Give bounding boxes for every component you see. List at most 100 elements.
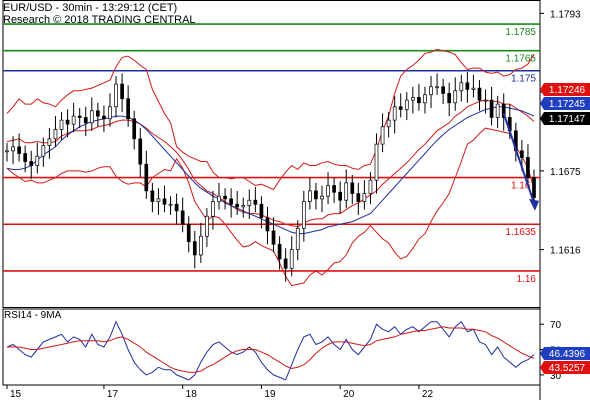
candle-body bbox=[308, 190, 312, 202]
candle-body bbox=[277, 243, 282, 260]
candle-body bbox=[477, 87, 482, 101]
rsi-badge-label: 46.4396 bbox=[549, 349, 586, 360]
candle-body bbox=[356, 193, 361, 202]
time-tick-label: 18 bbox=[186, 389, 198, 400]
rsi-badge bbox=[544, 347, 590, 360]
candle-body bbox=[429, 86, 433, 96]
candle-body bbox=[411, 97, 415, 101]
candle-body bbox=[17, 146, 21, 154]
candle-body bbox=[489, 99, 494, 118]
level-label: 1.1765 bbox=[505, 54, 536, 65]
candle-body bbox=[89, 110, 94, 124]
candle-body bbox=[229, 198, 233, 205]
candle-body bbox=[380, 126, 385, 145]
candle-body bbox=[198, 235, 203, 256]
candle-body bbox=[483, 99, 488, 102]
rsi-badge-pointer bbox=[540, 347, 544, 360]
candle-body bbox=[144, 163, 149, 192]
candle-body bbox=[435, 86, 439, 89]
price-badge bbox=[544, 97, 590, 110]
candle-body bbox=[247, 199, 252, 206]
candle-body bbox=[265, 217, 270, 232]
rsi-badge bbox=[544, 361, 590, 374]
candle-body bbox=[459, 82, 464, 92]
candle-body bbox=[417, 97, 421, 104]
level-label: 1.1785 bbox=[505, 27, 536, 38]
candle-body bbox=[186, 223, 191, 242]
candle-body bbox=[96, 110, 100, 117]
time-tick-label: 17 bbox=[107, 389, 119, 400]
candle-body bbox=[223, 195, 227, 200]
candle-body bbox=[53, 129, 58, 140]
candle-body bbox=[423, 94, 427, 104]
candle-body bbox=[295, 227, 300, 250]
candle-body bbox=[41, 145, 46, 157]
candle-body bbox=[404, 99, 409, 110]
bollinger-lower-line bbox=[6, 127, 535, 287]
candle-body bbox=[120, 83, 124, 100]
candle-body bbox=[180, 210, 185, 225]
candle-body bbox=[283, 258, 288, 269]
candle-body bbox=[23, 153, 28, 162]
candle-body bbox=[392, 106, 397, 121]
moving-average-line bbox=[6, 106, 535, 235]
chart-title: EUR/USD - 30min - 13:29:12 (CET) bbox=[3, 2, 178, 14]
time-tick-label: 15 bbox=[10, 389, 22, 400]
candle-body bbox=[11, 146, 15, 152]
candle-body bbox=[344, 182, 349, 201]
candle-body bbox=[495, 103, 500, 118]
price-badge-pointer bbox=[540, 112, 544, 125]
candle-body bbox=[102, 115, 106, 120]
candle-body bbox=[205, 215, 209, 237]
candle-body bbox=[47, 138, 52, 146]
level-label: 1.16 bbox=[517, 274, 537, 285]
candle-body bbox=[471, 87, 476, 90]
candle-body bbox=[362, 193, 367, 202]
rsi-plot-frame bbox=[2, 308, 541, 386]
rsi-tick-label: 70 bbox=[550, 320, 562, 331]
price-badge-pointer bbox=[540, 97, 544, 110]
candle-body bbox=[374, 143, 379, 181]
candle-body bbox=[192, 241, 197, 256]
candle-body bbox=[59, 119, 64, 130]
forecast-arrow-head bbox=[529, 198, 539, 211]
price-badge-label: 1.17147 bbox=[549, 114, 586, 125]
candle-body bbox=[168, 203, 173, 206]
candle-body bbox=[301, 201, 306, 229]
candle-body bbox=[235, 203, 240, 208]
candle-body bbox=[332, 185, 336, 193]
candle-body bbox=[241, 205, 246, 208]
candle-body bbox=[126, 98, 130, 120]
candle-body bbox=[174, 203, 179, 212]
candle-body bbox=[289, 249, 294, 269]
candle-body bbox=[386, 119, 391, 128]
price-badge bbox=[544, 83, 590, 96]
price-tick-label: 1.1616 bbox=[550, 246, 581, 257]
candle-body bbox=[532, 177, 536, 198]
candle-body bbox=[132, 118, 137, 140]
price-badge bbox=[544, 112, 590, 125]
price-tick-label: 1.1675 bbox=[550, 167, 581, 178]
candle-body bbox=[65, 119, 70, 125]
candle-body bbox=[314, 190, 318, 200]
candle-body bbox=[326, 185, 330, 197]
forecast-arrow-shaft bbox=[502, 113, 535, 204]
candle-body bbox=[77, 115, 82, 118]
time-tick-label: 22 bbox=[422, 389, 434, 400]
level-label: 1.175 bbox=[511, 74, 536, 85]
candle-body bbox=[465, 82, 470, 90]
rsi-panel-title: RSI14 - 9MA bbox=[4, 310, 62, 321]
level-label: 1.167 bbox=[511, 181, 536, 192]
candle-body bbox=[71, 115, 76, 125]
candle-body bbox=[338, 191, 343, 201]
candle-body bbox=[29, 161, 34, 166]
candle-body bbox=[350, 182, 355, 194]
candle-body bbox=[150, 190, 155, 202]
main-plot-frame bbox=[2, 0, 541, 308]
rsi-badge-pointer bbox=[540, 361, 544, 374]
candle-body bbox=[108, 106, 112, 120]
candle-body bbox=[253, 199, 258, 205]
candle-body bbox=[83, 117, 88, 124]
candle-body bbox=[447, 93, 452, 104]
